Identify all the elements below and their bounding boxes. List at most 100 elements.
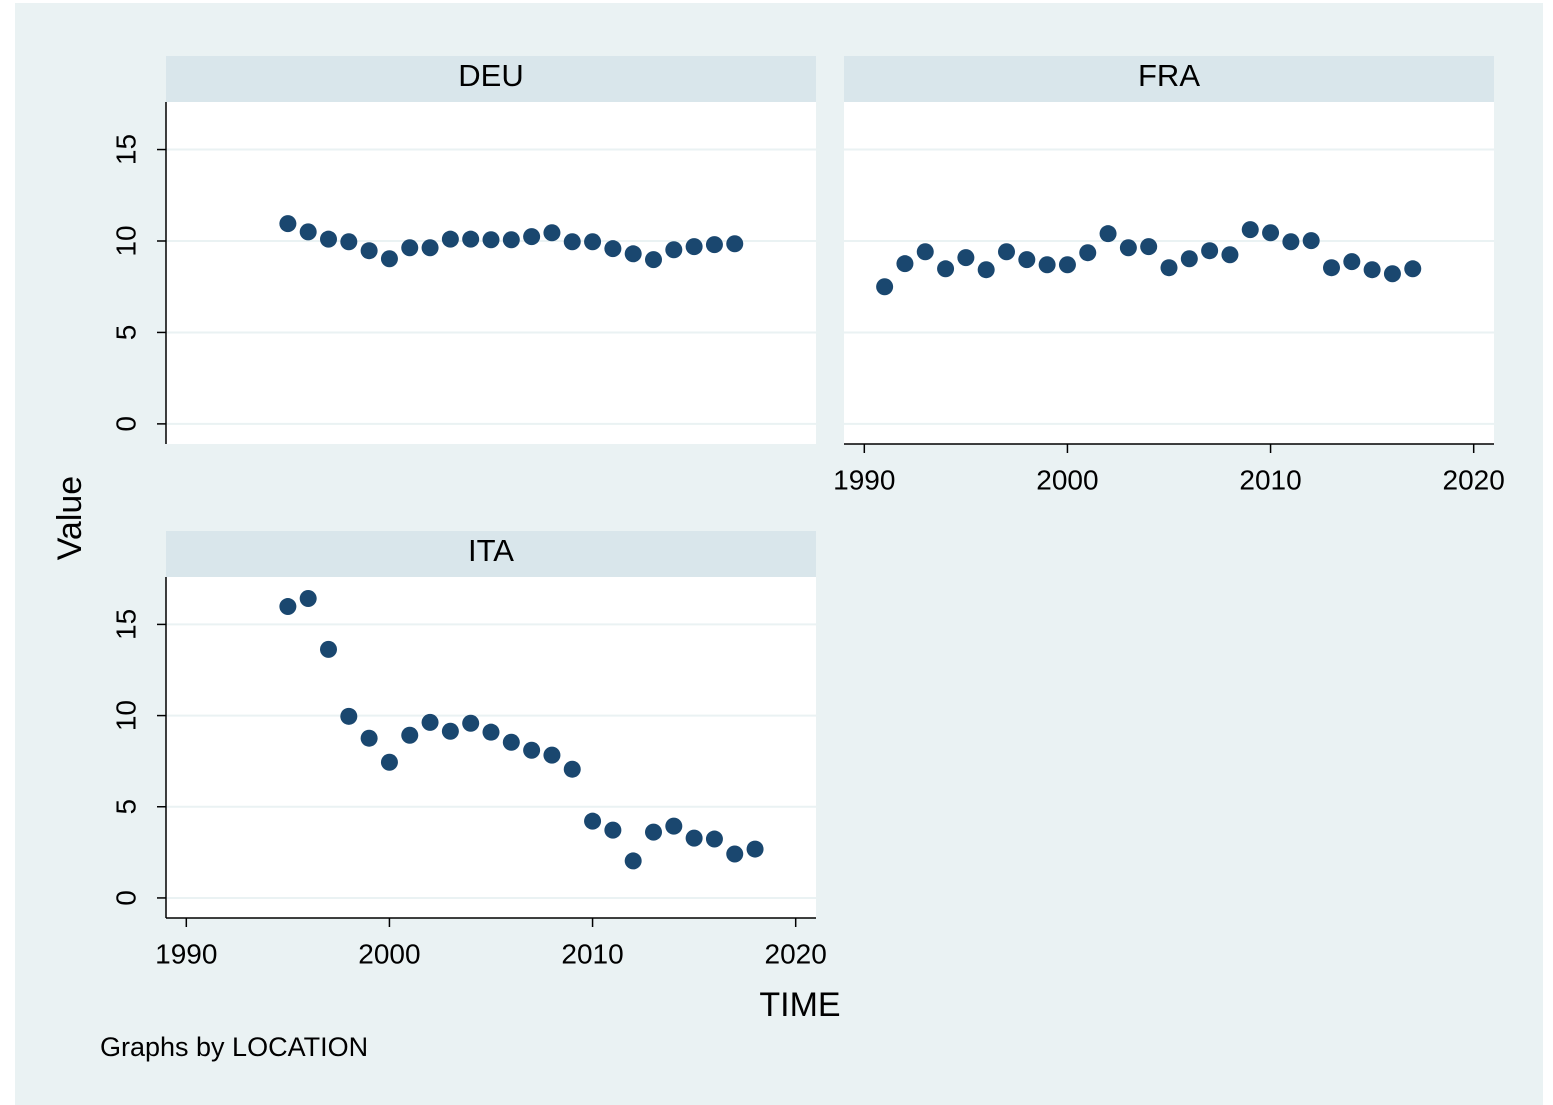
point (916, 243, 934, 261)
y-tick-label: 15 (110, 609, 141, 640)
point (685, 238, 703, 256)
point (502, 733, 520, 751)
point (665, 817, 683, 835)
point (523, 228, 541, 246)
point (1221, 246, 1239, 264)
point (1180, 250, 1198, 268)
y-tick-label: 0 (110, 416, 141, 432)
plot-area (166, 102, 816, 444)
panel-header (166, 531, 816, 577)
point (279, 215, 297, 233)
panel-header (166, 56, 816, 102)
point (584, 233, 602, 251)
point (998, 243, 1015, 261)
point (645, 251, 662, 269)
point (401, 726, 419, 744)
point (937, 260, 955, 278)
point (482, 723, 500, 741)
point (746, 840, 764, 858)
x-tick-label: 2000 (358, 938, 420, 969)
point (1038, 256, 1056, 274)
point (340, 233, 358, 251)
point (604, 821, 622, 839)
point (421, 713, 439, 731)
point (624, 245, 642, 263)
point (705, 830, 723, 848)
point (1018, 251, 1036, 269)
point (360, 242, 378, 260)
point (1282, 233, 1300, 251)
point (299, 590, 317, 608)
point (563, 233, 581, 251)
point (1343, 253, 1361, 271)
point (482, 231, 500, 249)
point (896, 255, 914, 273)
point (1262, 224, 1280, 242)
x-tick-label: 2020 (765, 938, 827, 969)
x-tick-label: 2010 (1239, 464, 1301, 495)
point (584, 812, 602, 830)
point (1201, 242, 1219, 260)
point (462, 230, 480, 248)
x-tick-label: 2010 (561, 938, 623, 969)
point (876, 278, 894, 296)
point (563, 760, 581, 778)
point (543, 224, 561, 242)
point (685, 829, 703, 847)
point (1241, 221, 1259, 239)
point (726, 235, 744, 253)
y-tick-label: 10 (110, 700, 141, 731)
point (320, 230, 337, 248)
point (1323, 259, 1340, 277)
point (665, 241, 683, 259)
y-tick-label: 0 (110, 890, 141, 906)
point (1079, 244, 1097, 262)
point (645, 823, 662, 841)
point (462, 714, 480, 732)
point (1404, 260, 1422, 278)
point (957, 249, 975, 267)
note: Graphs by LOCATION (100, 1032, 368, 1062)
point (502, 231, 520, 249)
point (1099, 225, 1117, 243)
point (340, 707, 358, 725)
x-tick-label: 1990 (833, 464, 895, 495)
point (441, 722, 459, 740)
point (705, 236, 723, 254)
y-tick-label: 15 (110, 134, 141, 165)
point (1363, 261, 1381, 279)
point (726, 845, 744, 863)
panel-header (844, 56, 1494, 102)
point (624, 852, 642, 870)
panel-title: DEU (458, 58, 523, 93)
point (1140, 238, 1158, 256)
point (320, 640, 337, 658)
point (1119, 239, 1137, 257)
panel-title: FRA (1138, 58, 1200, 93)
y-tick-label: 10 (110, 225, 141, 256)
point (1383, 265, 1401, 283)
point (279, 598, 297, 616)
point (523, 741, 541, 759)
point (360, 729, 378, 747)
point (401, 239, 419, 257)
point (380, 753, 398, 771)
point (1058, 256, 1076, 274)
y-tick-label: 5 (110, 799, 141, 815)
point (604, 240, 622, 258)
x-tick-label: 2020 (1443, 464, 1505, 495)
point (299, 223, 317, 241)
y-axis-label: Value (51, 476, 89, 560)
plot-area (166, 577, 816, 918)
x-tick-label: 2000 (1036, 464, 1098, 495)
point (977, 261, 995, 279)
point (1302, 232, 1320, 250)
point (380, 250, 398, 268)
y-tick-label: 5 (110, 325, 141, 341)
point (441, 230, 459, 248)
point (543, 746, 561, 764)
x-tick-label: 1990 (155, 938, 217, 969)
x-axis-label: TIME (759, 986, 840, 1024)
point (421, 239, 439, 257)
